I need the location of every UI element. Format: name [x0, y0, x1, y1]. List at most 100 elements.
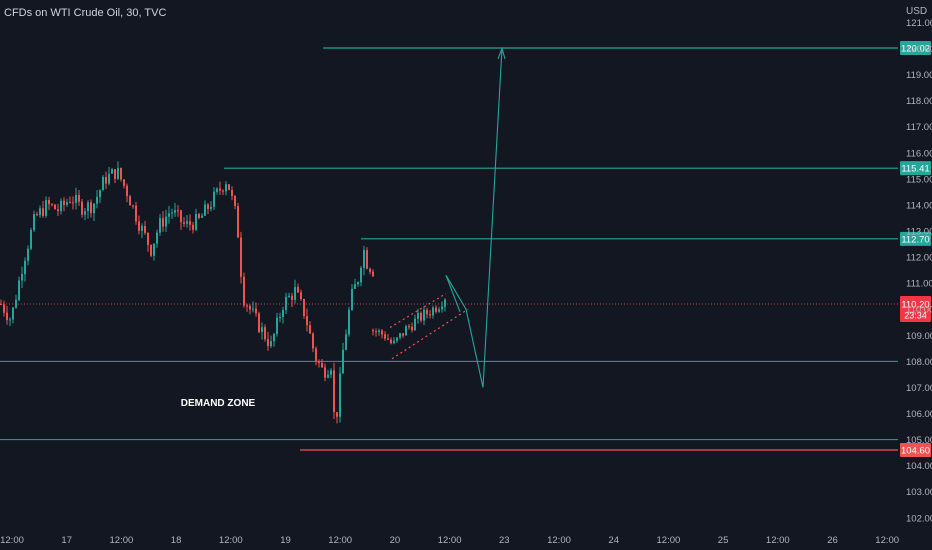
candle-body-24	[72, 202, 74, 204]
candle-body-41	[123, 179, 125, 186]
price-level-label-1: 115.41	[901, 164, 929, 175]
candle-body-104	[312, 333, 314, 349]
candle-body-65	[195, 214, 197, 230]
channel-lower	[391, 308, 469, 360]
x-tick-label-4: 12:00	[219, 535, 243, 546]
candle-body-17	[51, 204, 53, 206]
candle-body-126	[375, 331, 377, 333]
candle-body-35	[105, 177, 107, 184]
x-tick-label-5: 19	[280, 535, 291, 546]
candle-body-147	[438, 309, 440, 312]
candle-body-21	[63, 200, 65, 205]
channel-upper	[389, 293, 447, 328]
y-tick-label-11: 113.00	[906, 227, 932, 238]
candle-body-134	[399, 333, 401, 338]
candle-body-121	[363, 250, 365, 268]
candle-body-129	[384, 334, 386, 339]
price-level-badge-1	[900, 161, 931, 176]
candle-body-115	[345, 334, 347, 350]
candle-body-55	[165, 216, 167, 227]
x-tick-label-12: 12:00	[657, 535, 681, 546]
candle-body-107	[321, 362, 323, 368]
candle-body-102	[306, 316, 308, 326]
candle-body-138	[411, 326, 413, 331]
candle-body-63	[189, 221, 191, 225]
y-tick-label-18: 120.00	[906, 44, 932, 55]
y-tick-label-2: 104.00	[906, 461, 932, 472]
candle-body-13	[39, 208, 41, 216]
candle-body-111	[333, 370, 335, 413]
x-tick-label-3: 18	[171, 535, 182, 546]
candle-body-36	[108, 173, 110, 184]
chart-title: CFDs on WTI Crude Oil, 30, TVC	[4, 7, 167, 19]
candle-body-19	[57, 209, 59, 212]
y-axis: 102.00 103.00 104.00 105.00 106.00 107.00 108.…	[906, 18, 932, 524]
candle-body-11	[33, 214, 35, 231]
candle-body-128	[381, 330, 383, 335]
candle-body-47	[141, 225, 143, 231]
candle-body-74	[222, 190, 224, 192]
candle-body-50	[150, 244, 152, 256]
x-tick-label-9: 23	[499, 535, 510, 546]
candle-body-34	[102, 177, 104, 191]
y-tick-label-0: 102.00	[906, 513, 932, 524]
candle-body-44	[132, 205, 134, 207]
candle-body-89	[267, 339, 269, 347]
candle-body-97	[291, 295, 293, 300]
candle-body-26	[78, 195, 80, 202]
candle-body-15	[45, 200, 47, 216]
candle-body-132	[393, 340, 395, 344]
candle-body-78	[234, 195, 236, 206]
y-tick-label-14: 116.00	[906, 148, 932, 159]
x-tick-label-0: 12:00	[0, 535, 24, 546]
candle-body-4	[12, 307, 14, 320]
candle-body-9	[27, 248, 29, 261]
candle-body-57	[171, 212, 173, 214]
candle-body-143	[426, 309, 428, 315]
candle-body-77	[231, 189, 233, 196]
x-tick-label-7: 20	[390, 535, 401, 546]
candle-body-28	[84, 211, 86, 215]
y-tick-label-4: 106.00	[906, 409, 932, 420]
y-tick-label-7: 109.00	[906, 331, 932, 342]
candle-body-125	[372, 330, 374, 332]
candle-body-146	[435, 307, 437, 312]
candle-body-103	[309, 325, 311, 334]
candle-body-130	[387, 338, 389, 340]
candle-body-90	[270, 341, 272, 347]
candle-body-67	[201, 215, 203, 218]
price-level-label-3: 104.60	[901, 446, 930, 457]
y-tick-label-19: 121.00	[906, 18, 932, 29]
candle-body-95	[285, 296, 287, 310]
x-tick-label-10: 12:00	[547, 535, 571, 546]
y-tick-label-15: 117.00	[906, 122, 932, 133]
candle-body-105	[315, 348, 317, 362]
candle-body-31	[93, 203, 95, 214]
candle-body-37	[111, 169, 113, 174]
candle-body-139	[414, 318, 416, 331]
candle-body-83	[249, 306, 251, 310]
price-level-badge-0	[900, 41, 931, 55]
y-tick-label-17: 119.00	[906, 70, 932, 81]
candle-body-108	[324, 367, 326, 378]
x-tick-label-14: 12:00	[766, 535, 790, 546]
candle-body-8	[24, 260, 26, 275]
candle-body-145	[432, 307, 434, 316]
candle-body-123	[369, 268, 371, 272]
candle-body-100	[300, 292, 302, 299]
candle-body-137	[408, 326, 410, 328]
y-tick-label-3: 105.00	[906, 435, 932, 446]
candle-body-7	[21, 274, 23, 281]
y-tick-label-12: 114.00	[906, 200, 932, 211]
candle-body-75	[225, 184, 227, 192]
candle-body-10	[30, 230, 32, 249]
x-tick-label-15: 26	[827, 535, 838, 546]
candle-body-32	[96, 196, 98, 204]
candle-body-81	[243, 276, 245, 306]
candle-body-53	[159, 218, 161, 233]
candle-body-88	[264, 327, 266, 340]
candle-body-127	[378, 330, 380, 332]
candle-body-42	[126, 185, 128, 197]
